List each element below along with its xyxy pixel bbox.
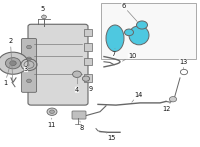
Ellipse shape <box>136 21 148 29</box>
Circle shape <box>27 57 31 61</box>
Circle shape <box>169 97 177 102</box>
Text: 3: 3 <box>24 65 30 72</box>
FancyBboxPatch shape <box>21 39 37 92</box>
Circle shape <box>10 61 16 66</box>
Ellipse shape <box>106 25 124 51</box>
Circle shape <box>5 58 21 69</box>
Text: 4: 4 <box>75 77 79 93</box>
FancyBboxPatch shape <box>28 24 88 105</box>
Text: 5: 5 <box>41 6 45 16</box>
Text: 11: 11 <box>47 118 55 128</box>
FancyBboxPatch shape <box>72 111 86 119</box>
Bar <box>84 29 92 36</box>
Circle shape <box>50 110 54 113</box>
Text: 1: 1 <box>3 58 12 86</box>
Circle shape <box>82 76 90 81</box>
Circle shape <box>27 45 31 49</box>
Text: 2: 2 <box>8 38 13 80</box>
Circle shape <box>27 79 31 83</box>
Bar <box>84 58 92 65</box>
Text: 8: 8 <box>80 121 84 131</box>
Text: 9: 9 <box>88 81 93 92</box>
Text: 10: 10 <box>122 53 136 61</box>
Circle shape <box>42 15 46 19</box>
Ellipse shape <box>129 26 149 45</box>
Circle shape <box>73 71 81 77</box>
Text: 13: 13 <box>179 59 187 69</box>
Circle shape <box>0 52 28 74</box>
Text: 14: 14 <box>132 92 142 102</box>
Circle shape <box>47 108 57 115</box>
Ellipse shape <box>124 29 134 36</box>
Text: 7: 7 <box>111 49 116 57</box>
Bar <box>84 74 92 82</box>
Bar <box>84 43 92 51</box>
FancyBboxPatch shape <box>101 3 196 59</box>
Text: 6: 6 <box>121 3 137 21</box>
Text: 12: 12 <box>162 101 171 112</box>
Text: 15: 15 <box>106 132 116 141</box>
